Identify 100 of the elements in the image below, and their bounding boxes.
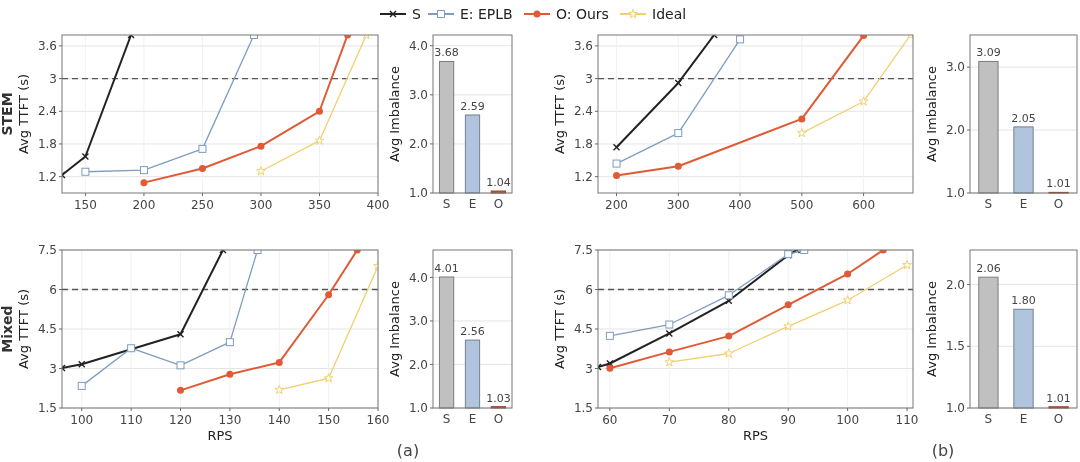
y-tick-label: 1.0 [945,186,965,201]
y-tick-label: 7.5 [573,243,593,258]
legend-label: Ideal [652,5,687,22]
x-tick-label: 110 [895,413,919,427]
x-tick-label: 100 [836,413,860,427]
data-label: 4.01 [434,261,459,275]
text: Mixed [0,305,15,353]
data-label: 3.68 [434,46,459,60]
y-axis-title: Avg Imbalance [387,66,402,162]
y-tick-label: 2.0 [945,123,965,138]
y-axis-title: Avg Imbalance [387,281,402,377]
y-tick-label: 3 [585,71,593,86]
y-tick-label: 3.6 [37,39,57,54]
data-label: 1.03 [486,391,511,405]
x-axis-title: RPS [742,428,769,443]
x-tick-label: 70 [661,413,677,427]
x-tick-label: 90 [780,413,796,427]
x-tick-label: 130 [218,413,242,427]
x-tick-label: O [493,197,504,211]
y-tick-label: 4.5 [573,322,593,337]
y-axis-title: Avg TTFT (s) [552,288,567,370]
y-tick-label: 1.5 [945,339,965,354]
y-tick-label: 2.4 [573,104,593,119]
x-tick-label: S [442,412,451,426]
y-axis-title: Avg TTFT (s) [16,73,31,155]
x-tick-label: 200 [605,198,628,212]
y-tick-label: 3 [49,361,57,376]
data-label: 2.06 [976,262,1001,276]
x-tick-label: S [984,197,993,211]
data-label: 2.59 [460,99,485,113]
x-axis-title: RPS [207,428,233,443]
data-label: 1.01 [1046,177,1071,191]
y-tick-label: 4.5 [37,322,57,337]
y-axis-title: Avg Imbalance [924,281,939,377]
x-tick-label: O [493,412,504,426]
data-label: 1.80 [1011,294,1036,308]
x-tick-label: 100 [70,413,94,427]
y-tick-label: 3.0 [945,60,965,75]
text: (b) [931,441,955,460]
x-tick-label: S [442,197,451,211]
data-label: 2.05 [1011,111,1036,125]
x-tick-label: 60 [602,413,618,427]
text: STEM [0,92,15,136]
y-tick-label: 2.0 [408,137,428,152]
x-tick-label: 400 [728,198,752,212]
y-tick-label: 1.5 [37,401,57,416]
data-label: 3.09 [976,46,1001,60]
y-tick-label: 3 [585,361,593,376]
data-label: 1.04 [486,176,511,190]
y-tick-label: 1.2 [37,169,57,184]
x-tick-label: E [468,197,477,211]
y-tick-label: 6 [49,282,57,297]
y-tick-label: 1.0 [945,401,965,416]
x-tick-label: 150 [73,198,97,212]
y-tick-label: 4.0 [408,39,428,53]
x-tick-label: 80 [721,413,737,427]
legend-label: S [412,5,421,22]
y-axis-title: Avg TTFT (s) [16,288,31,370]
y-tick-label: 3.6 [573,39,593,54]
x-tick-label: E [468,412,477,426]
x-tick-label: 140 [267,413,291,427]
legend-label: E: EPLB [460,5,513,22]
y-tick-label: 2.0 [945,277,965,292]
data-label: 1.01 [1046,391,1071,405]
y-tick-label: 6 [585,282,593,297]
data-label: 2.56 [460,325,485,339]
x-tick-label: 110 [119,413,143,427]
x-tick-label: 500 [790,198,814,212]
x-tick-label: 600 [852,198,876,212]
y-tick-label: 1.0 [408,186,428,201]
y-tick-label: 3.0 [408,314,428,329]
y-tick-label: 3 [49,71,57,86]
x-tick-label: 150 [317,413,341,427]
y-tick-label: 1.8 [573,137,593,152]
text: (a) [396,441,420,460]
y-tick-label: 2.0 [408,357,428,372]
x-tick-label: 300 [666,198,690,212]
y-tick-label: 1.2 [573,169,593,184]
x-tick-label: 200 [132,198,156,212]
y-tick-label: 7.5 [37,243,57,258]
x-tick-label: 120 [169,413,192,427]
x-tick-label: 350 [308,198,331,212]
y-tick-label: 1.5 [573,401,593,416]
y-tick-label: 2.4 [37,104,57,119]
x-tick-label: E [1019,412,1028,426]
y-tick-label: 3.0 [408,88,428,103]
x-tick-label: 250 [190,198,214,212]
y-axis-title: Avg Imbalance [924,66,939,162]
x-tick-label: O [1053,197,1064,211]
x-tick-label: 160 [366,413,390,427]
x-tick-label: 400 [366,198,390,212]
y-tick-label: 1.0 [408,401,428,416]
y-tick-label: 4.0 [408,270,428,285]
x-tick-label: S [984,412,993,426]
x-tick-label: O [1053,412,1064,426]
y-axis-title: Avg TTFT (s) [552,73,567,155]
x-tick-label: E [1019,197,1028,211]
legend-label: O: Ours [556,5,609,22]
y-tick-label: 1.8 [37,137,57,152]
x-tick-label: 300 [249,198,273,212]
